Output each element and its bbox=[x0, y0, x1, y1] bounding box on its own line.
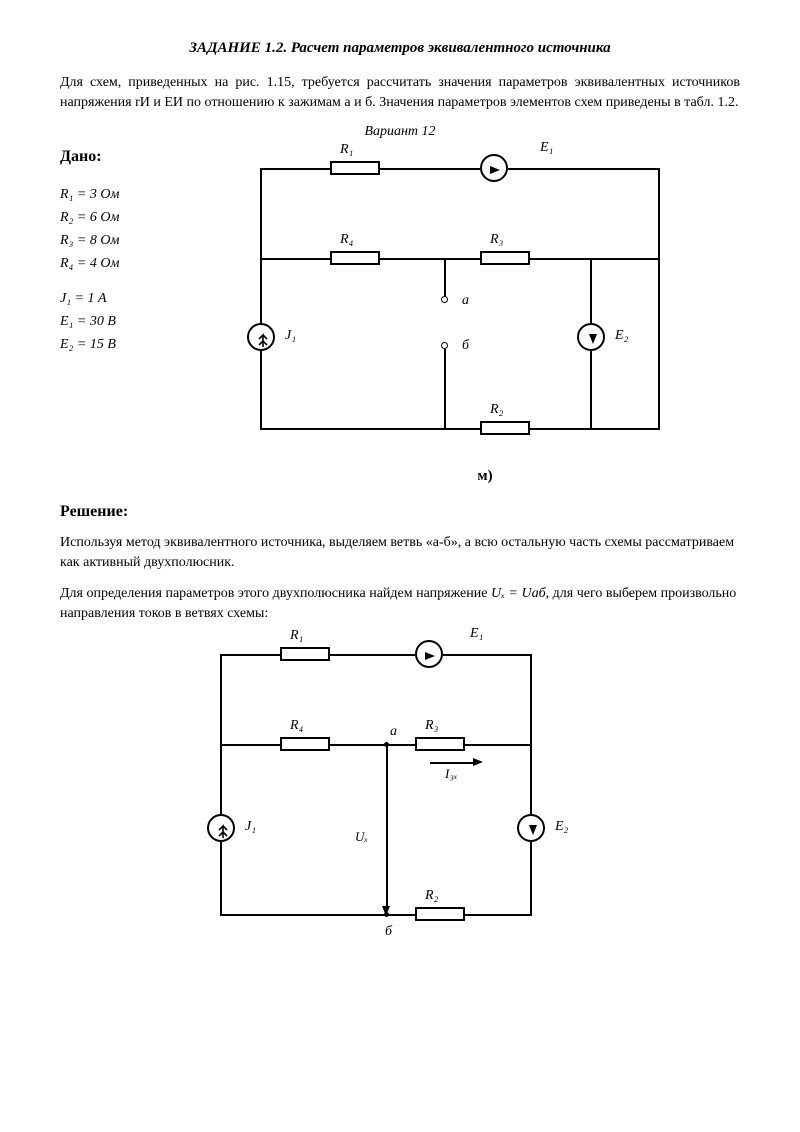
label-j1: J₁ bbox=[285, 328, 296, 344]
c2-arrow-e1 bbox=[425, 652, 435, 660]
variant-label: Вариант 12 bbox=[60, 124, 740, 140]
terminal-a bbox=[441, 296, 448, 303]
solution-p2b: Uₓ = Uаб bbox=[491, 586, 546, 601]
page-title: ЗАДАНИЕ 1.2. Расчет параметров эквивален… bbox=[60, 40, 740, 57]
resistor-r4 bbox=[330, 251, 380, 265]
label-r4: R₄ bbox=[340, 232, 353, 248]
solution-p2a: Для определения параметров этого двухпол… bbox=[60, 586, 491, 601]
label-a: а bbox=[462, 293, 469, 309]
c2-label-r2: R₂ bbox=[425, 888, 438, 904]
solution-p2: Для определения параметров этого двухпол… bbox=[60, 584, 740, 625]
solution-p1: Используя метод эквивалентного источника… bbox=[60, 533, 740, 574]
label-r3: R₃ bbox=[490, 232, 503, 248]
given-list: R₁ = 3 Ом R₂ = 6 Ом R₃ = 8 Ом R₄ = 4 Ом … bbox=[60, 184, 200, 355]
given-column: Дано: R₁ = 3 Ом R₂ = 6 Ом R₃ = 8 Ом R₄ =… bbox=[60, 148, 200, 485]
c2-label-e2: E₂ bbox=[555, 819, 568, 835]
c2-source-e1 bbox=[415, 640, 443, 668]
c2-arrow-i3x bbox=[473, 758, 483, 766]
arrow-e1 bbox=[490, 166, 500, 174]
source-j1 bbox=[247, 323, 275, 351]
c2-label-r4: R₄ bbox=[290, 718, 303, 734]
solution-heading: Решение: bbox=[60, 503, 740, 521]
given-j1: J₁ = 1 А bbox=[60, 288, 200, 309]
given-r2: R₂ = 6 Ом bbox=[60, 207, 200, 228]
c2-label-e1: E₁ bbox=[470, 626, 483, 642]
label-e1: E₁ bbox=[540, 140, 553, 156]
resistor-r2 bbox=[480, 421, 530, 435]
terminal-b bbox=[441, 342, 448, 349]
source-e1 bbox=[480, 154, 508, 182]
label-r2: R₂ bbox=[490, 402, 503, 418]
c2-source-e2 bbox=[517, 814, 545, 842]
given-heading: Дано: bbox=[60, 148, 200, 166]
c2-arrow-e2 bbox=[529, 825, 537, 835]
given-r3: R₃ = 8 Ом bbox=[60, 230, 200, 251]
source-e2 bbox=[577, 323, 605, 351]
intro-paragraph: Для схем, приведенных на рис. 1.15, треб… bbox=[60, 73, 740, 112]
c2-resistor-r2 bbox=[415, 907, 465, 921]
circuit1-diagram: R₁ E₁ R₄ R₃ а б bbox=[230, 148, 690, 468]
label-e2: E₂ bbox=[615, 328, 628, 344]
given-r4: R₄ = 4 Ом bbox=[60, 253, 200, 274]
c2-label-r1: R₁ bbox=[290, 628, 303, 644]
c2-label-j1: J₁ bbox=[245, 819, 256, 835]
circuit1-column: R₁ E₁ R₄ R₃ а б bbox=[230, 148, 740, 485]
given-r1: R₁ = 3 Ом bbox=[60, 184, 200, 205]
c2-label-r3: R₃ bbox=[425, 718, 438, 734]
given-e1: E₁ = 30 В bbox=[60, 311, 200, 332]
label-r1: R₁ bbox=[340, 142, 353, 158]
given-e2: E₂ = 15 В bbox=[60, 334, 200, 355]
c2-source-j1 bbox=[207, 814, 235, 842]
arrow-e2 bbox=[589, 334, 597, 344]
c2-resistor-r4 bbox=[280, 737, 330, 751]
circuit2-wrap: R₁ E₁ R₄ R₃ а I₃ₓ Uₓ б bbox=[60, 634, 740, 944]
resistor-r1 bbox=[330, 161, 380, 175]
circuit1-caption: м) bbox=[230, 468, 740, 485]
resistor-r3 bbox=[480, 251, 530, 265]
c2-label-i3x: I₃ₓ bbox=[445, 766, 458, 782]
c2-resistor-r3 bbox=[415, 737, 465, 751]
circuit2-diagram: R₁ E₁ R₄ R₃ а I₃ₓ Uₓ б bbox=[190, 634, 610, 944]
label-b: б bbox=[462, 338, 469, 354]
c2-label-a: а bbox=[390, 724, 397, 740]
c2-label-ux: Uₓ bbox=[355, 829, 368, 845]
c2-resistor-r1 bbox=[280, 647, 330, 661]
given-and-circuit-row: Дано: R₁ = 3 Ом R₂ = 6 Ом R₃ = 8 Ом R₄ =… bbox=[60, 148, 740, 485]
c2-label-b: б bbox=[385, 924, 392, 940]
